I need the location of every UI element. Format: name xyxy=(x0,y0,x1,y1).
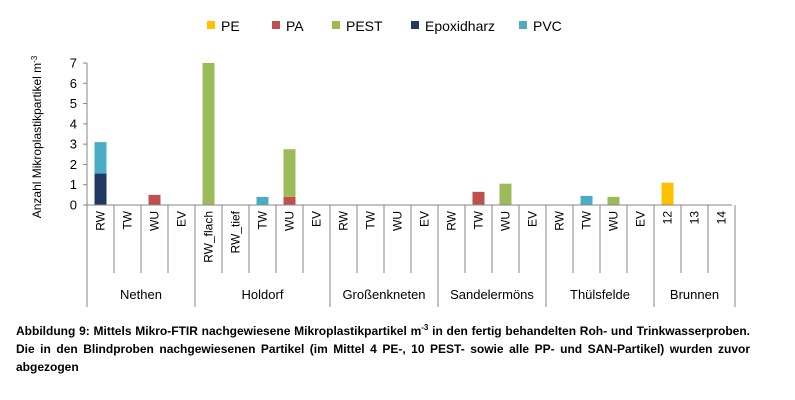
x-category-label: 14 xyxy=(715,211,729,225)
x-category-label: RW_flach xyxy=(202,211,216,263)
y-tick-label: 3 xyxy=(70,137,77,152)
legend-swatch-pe xyxy=(207,21,215,29)
bar-pvc xyxy=(580,195,593,205)
x-category-label: WU xyxy=(148,211,162,231)
figure-caption: Abbildung 9: Mittels Mikro-FTIR nachgewi… xyxy=(16,322,750,376)
x-category-label: 12 xyxy=(661,211,675,225)
x-group-label: Holdorf xyxy=(242,287,284,302)
x-category-label: RW_tief xyxy=(229,210,243,253)
legend-label-pe: PE xyxy=(221,18,240,34)
x-category-label: RW xyxy=(445,210,459,230)
x-category-label: RW xyxy=(337,210,351,230)
y-tick-label: 6 xyxy=(70,76,77,91)
x-group-label: Thülsfelde xyxy=(570,287,630,302)
x-category-label: EV xyxy=(310,211,324,227)
x-category-label: 13 xyxy=(688,211,702,225)
x-category-label: EV xyxy=(175,211,189,227)
y-tick-label: 7 xyxy=(70,56,77,71)
x-group-label: Brunnen xyxy=(670,287,719,302)
x-category-label: TW xyxy=(580,210,594,229)
x-axis: RW TW WU EV Nethen RW_flach RW_tief TW WU EV Holdo… xyxy=(86,204,736,307)
bar-pe xyxy=(661,182,674,205)
legend-swatch-pvc xyxy=(519,21,527,29)
x-category-label: EV xyxy=(526,211,540,227)
y-tick-label: 0 xyxy=(70,198,77,213)
bar-pvc xyxy=(256,196,269,205)
x-category-label: RW xyxy=(553,210,567,230)
stacked-bar-chart: PE PA PEST Epoxidharz PVC Anzahl Mikroplasti… xyxy=(30,18,736,307)
legend-swatch-pest xyxy=(332,21,340,29)
x-category-label: WU xyxy=(607,211,621,231)
bar-pest xyxy=(499,183,512,205)
y-tick-label: 2 xyxy=(70,157,77,172)
bar-pa xyxy=(472,191,485,205)
x-category-label: TW xyxy=(256,210,270,229)
bar-pa xyxy=(283,196,296,205)
legend-swatch-pa xyxy=(272,21,280,29)
x-category-label: EV xyxy=(418,211,432,227)
caption-superscript: -3 xyxy=(421,323,429,332)
x-category-label: WU xyxy=(283,211,297,231)
x-group-label: Großenkneten xyxy=(342,287,425,302)
caption-text-part2: in den fertig behandelten Roh- und Trink… xyxy=(16,324,751,374)
legend-label-pest: PEST xyxy=(346,18,383,34)
y-tick-label: 1 xyxy=(70,177,77,192)
legend-swatch-epoxidharz xyxy=(411,21,419,29)
x-category-label: TW xyxy=(121,210,135,229)
bar-pest xyxy=(283,149,296,197)
bar-epoxidharz xyxy=(94,173,107,205)
x-category-label: RW xyxy=(94,210,108,230)
x-category-label: WU xyxy=(499,211,513,231)
y-tick-label: 4 xyxy=(70,116,77,131)
bar-pvc xyxy=(94,142,107,174)
caption-text-part1: Abbildung 9: Mittels Mikro-FTIR nachgewi… xyxy=(16,324,422,338)
y-axis-label: Anzahl Mikroplastikpartikel m-3 xyxy=(30,55,44,218)
y-tick-label: 5 xyxy=(70,96,77,111)
bar-pa xyxy=(148,194,161,205)
legend-label-pvc: PVC xyxy=(533,18,562,34)
legend-label-pa: PA xyxy=(286,18,304,34)
chart-legend: PE PA PEST Epoxidharz PVC xyxy=(207,18,562,34)
x-category-label: EV xyxy=(634,211,648,227)
x-category-label: WU xyxy=(391,211,405,231)
bar-pest xyxy=(607,196,620,205)
bars-layer xyxy=(94,63,674,205)
legend-label-epoxidharz: Epoxidharz xyxy=(425,18,495,34)
bar-pest xyxy=(202,63,215,205)
y-axis: 0 1 2 3 4 5 6 7 xyxy=(70,56,88,213)
x-category-label: TW xyxy=(472,210,486,229)
x-group-label: Nethen xyxy=(120,287,162,302)
x-category-label: TW xyxy=(364,210,378,229)
x-group-label: Sandelermöns xyxy=(450,287,534,302)
